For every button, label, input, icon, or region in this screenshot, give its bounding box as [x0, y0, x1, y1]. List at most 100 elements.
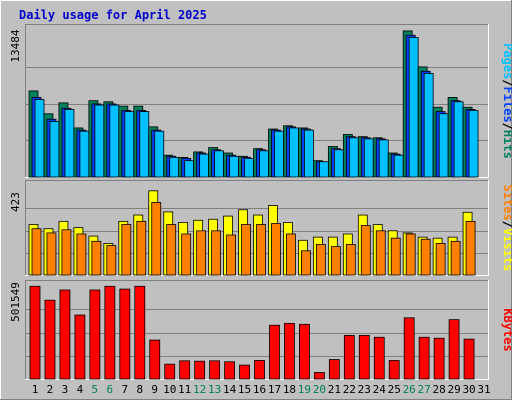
bar-kbytes-day-6 [104, 285, 116, 380]
x-tick-label: 9 [151, 383, 158, 396]
x-tick-label: 3 [62, 383, 69, 396]
bar-sites-day-2 [46, 232, 57, 276]
bar-kbytes-day-22 [343, 335, 355, 380]
bar-sites-day-1 [31, 228, 42, 276]
legend-files: Files [501, 87, 512, 123]
bar-kbytes-day-5 [89, 289, 101, 380]
bar-sites-day-21 [330, 246, 341, 276]
legend-pages: Pages [501, 43, 512, 79]
x-tick-label: 8 [136, 383, 143, 396]
x-tick-label: 24 [373, 383, 387, 396]
chart-title: Daily usage for April 2025 [19, 8, 207, 22]
bar-pages-day-28 [438, 113, 449, 178]
x-tick-label: 25 [388, 383, 401, 396]
bar-pages-day-2 [49, 121, 60, 178]
x-tick-label: 7 [121, 383, 128, 396]
x-tick-label: 16 [253, 383, 266, 396]
bar-sites-day-26 [405, 233, 416, 276]
bar-kbytes-day-28 [433, 337, 445, 380]
x-tick-label: 26 [403, 383, 416, 396]
bar-pages-day-11 [184, 160, 195, 178]
x-tick-label: 29 [447, 383, 460, 396]
bar-sites-day-7 [121, 224, 132, 276]
bar-kbytes-day-23 [358, 335, 370, 380]
bar-sites-day-18 [286, 233, 296, 276]
bar-pages-day-15 [244, 158, 254, 178]
x-tick-label: 18 [283, 383, 296, 396]
bar-kbytes-day-3 [59, 289, 71, 380]
bar-kbytes-day-21 [328, 359, 340, 380]
bar-sites-day-20 [315, 244, 326, 276]
svg-text:KBytes: KBytes [501, 308, 512, 351]
bar-kbytes-day-26 [403, 317, 415, 380]
bar-sites-day-3 [61, 229, 72, 276]
legend-sites: Sites [501, 185, 512, 221]
bar-sites-day-6 [106, 245, 117, 276]
bar-sites-day-19 [301, 250, 311, 276]
bar-pages-day-4 [79, 130, 90, 178]
bar-kbytes-day-18 [284, 322, 295, 380]
panel-visits-sites: 423 Sites/Visits [9, 180, 512, 276]
x-tick-label: 27 [418, 383, 431, 396]
x-tick-label: 1 [32, 383, 39, 396]
svg-text:Sites/Visits: Sites/Visits [501, 185, 512, 272]
bar-pages-day-29 [453, 101, 464, 178]
bar-sites-day-5 [91, 240, 102, 276]
bar-sites-day-15 [241, 224, 251, 276]
bar-kbytes-day-11 [179, 360, 191, 380]
bar-kbytes-day-4 [74, 314, 86, 380]
bar-kbytes-day-7 [119, 288, 131, 380]
bar-kbytes-day-12 [194, 360, 206, 380]
x-tick-label: 28 [433, 383, 446, 396]
bar-sites-day-17 [271, 223, 281, 276]
legend-separator: / [501, 221, 512, 228]
bar-kbytes-day-14 [224, 361, 235, 380]
legend-hits: Hits [501, 130, 512, 159]
x-tick-label: 6 [107, 383, 114, 396]
bar-kbytes-day-20 [313, 372, 325, 380]
bar-pages-day-9 [154, 130, 165, 178]
x-tick-label: 22 [343, 383, 356, 396]
bar-pages-day-20 [318, 161, 329, 178]
x-tick-label: 23 [358, 383, 371, 396]
bar-sites-day-24 [375, 230, 386, 276]
bar-pages-day-8 [139, 111, 150, 178]
bar-pages-day-6 [109, 104, 120, 178]
bar-pages-day-10 [169, 156, 180, 178]
bar-pages-day-3 [64, 109, 75, 178]
bar-pages-day-1 [34, 99, 45, 178]
bar-sites-day-13 [211, 230, 222, 276]
bar-pages-day-14 [229, 155, 239, 178]
bar-sites-day-11 [181, 233, 192, 276]
svg-text:Pages/Files/Hits: Pages/Files/Hits [501, 43, 512, 159]
x-tick-label: 2 [47, 383, 54, 396]
x-tick-label: 5 [92, 383, 99, 396]
bar-kbytes-day-16 [254, 360, 265, 380]
bar-pages-day-27 [423, 73, 434, 178]
bar-sites-day-9 [151, 202, 162, 276]
bar-kbytes-day-25 [388, 360, 400, 380]
panels: 13484Pages/Files/Hits423Sites/Visits5015… [9, 24, 512, 380]
legend-hits-files-pages: Pages/Files/Hits [501, 43, 512, 159]
bar-sites-day-22 [345, 244, 356, 276]
bar-sites-day-29 [450, 240, 461, 276]
bar-kbytes-day-2 [44, 299, 56, 380]
bar-sites-day-12 [196, 230, 207, 276]
x-tick-label: 13 [208, 383, 221, 396]
x-tick-label: 12 [193, 383, 206, 396]
bar-pages-day-25 [393, 154, 404, 178]
legend-separator: / [501, 123, 512, 130]
x-tick-label: 15 [238, 383, 251, 396]
bar-sites-day-30 [465, 220, 476, 276]
bar-pages-day-21 [333, 149, 344, 178]
x-tick-label: 4 [77, 383, 84, 396]
bar-pages-day-30 [468, 110, 479, 178]
bar-kbytes-day-17 [269, 324, 280, 380]
legend-kbytes: KBytes [501, 308, 512, 351]
x-tick-label: 17 [268, 383, 281, 396]
bar-sites-day-23 [360, 225, 371, 276]
bar-sites-day-10 [166, 224, 177, 276]
bar-pages-day-13 [214, 150, 225, 178]
